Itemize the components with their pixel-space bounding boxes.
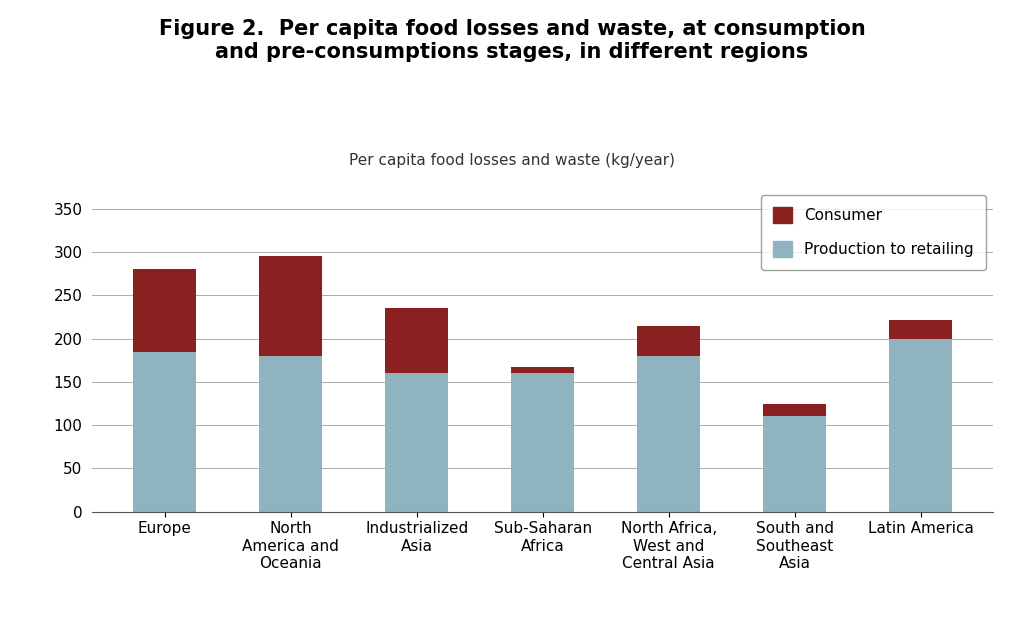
Bar	[889, 319, 952, 339]
Bar	[259, 356, 323, 512]
Bar	[385, 308, 449, 373]
Bar	[637, 356, 700, 512]
Bar	[133, 351, 197, 512]
Bar	[511, 373, 574, 512]
Bar	[889, 339, 952, 512]
Bar	[385, 373, 449, 512]
Text: Figure 2.  Per capita food losses and waste, at consumption
and pre-consumptions: Figure 2. Per capita food losses and was…	[159, 19, 865, 62]
Text: Per capita food losses and waste (kg/year): Per capita food losses and waste (kg/yea…	[349, 154, 675, 168]
Bar	[763, 416, 826, 512]
Bar	[637, 326, 700, 356]
Bar	[259, 256, 323, 356]
Bar	[133, 270, 197, 351]
Bar	[763, 404, 826, 416]
Legend: Consumer, Production to retailing: Consumer, Production to retailing	[761, 195, 986, 270]
Bar	[511, 367, 574, 373]
